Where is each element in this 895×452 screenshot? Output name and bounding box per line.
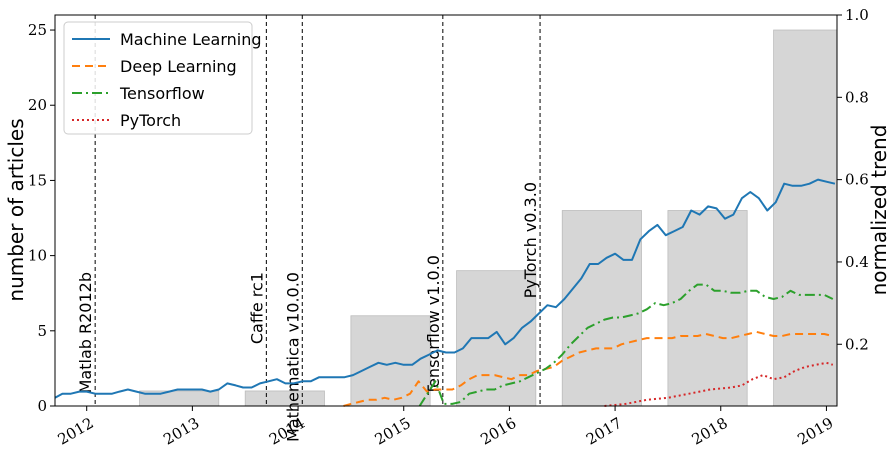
release-label-mathematica-v10-0-0: Mathematica v10.0.0 [283, 272, 302, 442]
x-tick-label-2018: 2018 [689, 414, 731, 449]
y2-tick-label-1-0: 1.0 [845, 6, 869, 24]
y-tick-label-10: 10 [28, 247, 47, 265]
bars-layer [139, 29, 838, 407]
y2-tick-label-0-4: 0.4 [845, 253, 869, 271]
release-label-matlab-r2012b: Matlab R2012b [76, 272, 95, 393]
y2-tick-label-0-2: 0.2 [845, 335, 869, 353]
bar-2018 [773, 29, 838, 407]
legend-label-pytorch: PyTorch [120, 111, 181, 130]
legend: Machine Learning Deep Learning Tensorflow P… [63, 21, 262, 135]
x-tick-label-2017: 2017 [583, 414, 625, 449]
legend-box [63, 21, 253, 135]
series-line-tensorflow [418, 283, 834, 407]
y-tick-label-5: 5 [37, 322, 47, 340]
x-tick-label-2016: 2016 [477, 414, 519, 449]
y-tick-label-25: 25 [28, 21, 47, 39]
legend-label-deep-learning: Deep Learning [120, 57, 237, 76]
y-axis-title: number of articles [4, 118, 28, 301]
bar-2017 [667, 210, 748, 407]
plot-frame [54, 14, 838, 407]
bar-2016 [561, 210, 642, 407]
series-line-deep-learning [343, 330, 834, 407]
release-label-tensorflow-v1-0-0: Tensorflow v1.0.0 [424, 255, 443, 396]
series-line-machine-learning [54, 178, 836, 399]
legend-items: Machine Learning Deep Learning Tensorflow P… [72, 30, 262, 130]
x-tick-label-2013: 2013 [160, 414, 202, 449]
y-tick-label-15: 15 [28, 171, 47, 189]
y2-tick-label-0-6: 0.6 [845, 171, 869, 189]
series-line-pytorch [604, 361, 834, 407]
legend-label-tensorflow: Tensorflow [119, 84, 205, 103]
release-label-pytorch-v0-3-0: PyTorch v0.3.0 [521, 182, 540, 298]
y2-axis-title: normalized trend [867, 125, 891, 296]
x-tick-label-2019: 2019 [794, 414, 836, 449]
y-tick-label-0: 0 [37, 397, 47, 415]
series-layer [54, 178, 836, 407]
release-label-caffe-rc1: Caffe rc1 [247, 272, 266, 344]
x-tick-label-2012: 2012 [55, 414, 97, 449]
bar-2015 [456, 270, 537, 407]
y-tick-label-20: 20 [28, 96, 47, 114]
release-lines-layer: Matlab R2012b Caffe rc1 Mathematica v10.0.… [76, 15, 541, 442]
legend-label-machine-learning: Machine Learning [120, 30, 262, 49]
y2-tick-label-0-8: 0.8 [845, 88, 869, 106]
x-tick-label-2015: 2015 [372, 414, 414, 449]
